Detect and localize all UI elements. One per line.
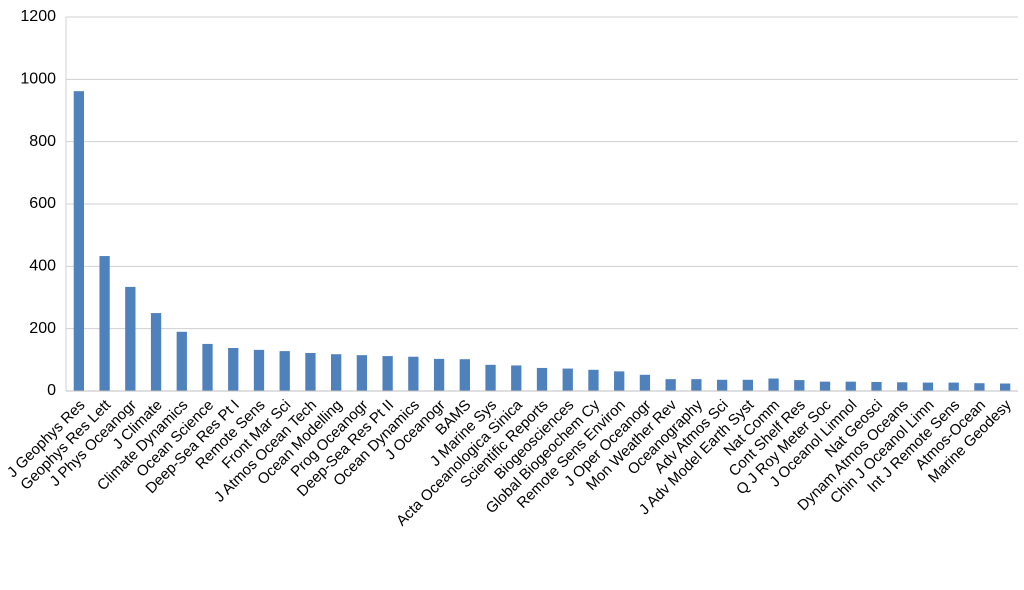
bar bbox=[511, 365, 522, 391]
y-tick-label: 200 bbox=[29, 320, 56, 337]
bar bbox=[768, 378, 779, 391]
bar bbox=[999, 383, 1011, 391]
bar bbox=[150, 313, 162, 391]
bar bbox=[331, 354, 342, 391]
bar bbox=[253, 349, 265, 391]
bar bbox=[562, 368, 573, 391]
bar bbox=[742, 379, 753, 391]
y-tick-label: 0 bbox=[47, 382, 56, 399]
bar bbox=[433, 358, 445, 391]
bar bbox=[716, 379, 728, 391]
bar bbox=[73, 91, 85, 391]
bar bbox=[356, 355, 368, 391]
bar bbox=[948, 382, 959, 391]
bar bbox=[536, 367, 548, 391]
bar bbox=[382, 356, 393, 391]
bar bbox=[228, 347, 239, 391]
y-tick-label: 1000 bbox=[20, 71, 56, 88]
bar bbox=[305, 352, 316, 391]
bar bbox=[485, 364, 496, 391]
bar bbox=[665, 379, 676, 391]
bar bbox=[176, 331, 187, 391]
bar bbox=[588, 369, 599, 391]
bar bbox=[99, 256, 110, 391]
bar bbox=[845, 381, 856, 391]
bar bbox=[691, 379, 702, 391]
bar bbox=[794, 380, 805, 391]
y-tick-label: 800 bbox=[29, 133, 56, 150]
bar bbox=[819, 381, 831, 391]
bar bbox=[614, 371, 625, 391]
bar bbox=[408, 356, 419, 391]
bar bbox=[897, 382, 908, 391]
bar bbox=[459, 359, 470, 391]
bar bbox=[639, 374, 651, 391]
bar bbox=[922, 382, 934, 391]
bar bbox=[279, 351, 290, 391]
bar bbox=[202, 343, 213, 391]
bar bbox=[974, 383, 985, 391]
bar bbox=[125, 286, 136, 391]
y-tick-label: 1200 bbox=[20, 8, 56, 25]
bar bbox=[871, 381, 882, 391]
y-tick-label: 600 bbox=[29, 195, 56, 212]
y-tick-label: 400 bbox=[29, 258, 56, 275]
